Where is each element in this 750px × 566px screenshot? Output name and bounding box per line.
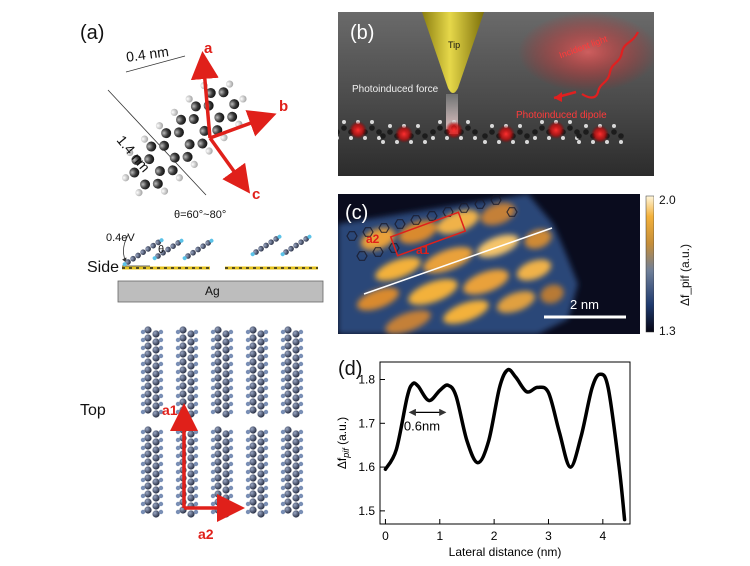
width-dimension-line <box>125 55 186 73</box>
panel-d-letter: (d) <box>338 358 363 380</box>
x-tick-label: 0 <box>382 529 389 543</box>
x-axis: 0 1 2 3 4 <box>382 519 606 543</box>
scale-bar-label: 2 nm <box>570 297 599 312</box>
axis-a-label: a <box>204 40 213 57</box>
theta-range-label: θ=60°~80° <box>174 209 227 221</box>
photoinduced-force-label: Photoinduced force <box>352 84 439 95</box>
lattice-a2-label: a2 <box>198 526 214 542</box>
y-tick-label: 1.6 <box>358 460 375 474</box>
x-tick-label: 2 <box>491 529 498 543</box>
theta-symbol: θ <box>158 244 165 256</box>
incident-light-wave <box>581 31 639 99</box>
y-axis: 1.5 1.6 1.7 1.8 <box>358 373 385 518</box>
colorbar-min-label: 1.3 <box>659 324 676 338</box>
panel-a-letter: (a) <box>80 22 105 44</box>
panel-d-line-chart: 1.5 1.6 1.7 1.8 0 1 2 3 4 0.6nm Lateral distanc… <box>335 361 631 559</box>
top-view-molecule-array <box>140 326 304 518</box>
side-view-molecules <box>122 234 318 270</box>
colorbar-title: Δf_pif (a.u.) <box>678 243 692 307</box>
x-tick-label: 3 <box>545 529 552 543</box>
panel-b-illustration <box>338 12 654 176</box>
x-tick-label: 4 <box>599 529 606 543</box>
x-axis-label: Lateral distance (nm) <box>449 545 562 559</box>
stm-topography-map <box>338 194 640 334</box>
spacing-annotation-label: 0.6nm <box>404 418 440 433</box>
y-axis-label: Δfpif (a.u.) <box>335 417 351 469</box>
molecule-3d-model <box>121 80 247 197</box>
panel-c-a1-label: a1 <box>416 243 430 257</box>
plot-frame <box>379 361 631 525</box>
line-profile-marker <box>363 227 553 295</box>
profile-curve <box>383 367 627 522</box>
unit-cell-outline <box>389 211 467 257</box>
panel-a-figure <box>107 51 324 522</box>
axis-b-arrow <box>209 110 277 140</box>
x-tick-label: 1 <box>436 529 443 543</box>
energy-label: 0.4eV <box>106 232 135 244</box>
photoinduced-dipole-label: Photoinduced dipole <box>516 110 607 121</box>
axis-a-arrow <box>190 51 219 139</box>
top-view-label: Top <box>80 402 106 419</box>
length-dimension-line <box>107 89 207 196</box>
colorbar <box>645 195 654 333</box>
axis-b-label: b <box>279 98 289 115</box>
panel-b-letter: (b) <box>350 22 375 44</box>
ag-substrate <box>117 280 324 303</box>
side-view-label: Side <box>87 259 120 276</box>
molecule-row <box>338 120 624 144</box>
lattice-a1-label: a1 <box>162 402 178 418</box>
substrate-label: Ag <box>205 284 220 298</box>
axis-c-arrow <box>208 136 251 194</box>
y-tick-label: 1.8 <box>358 373 375 387</box>
colorbar-max-label: 2.0 <box>659 193 676 207</box>
y-tick-label: 1.7 <box>358 416 375 430</box>
afm-tip <box>422 12 484 93</box>
panel-c-letter: (c) <box>345 202 369 224</box>
y-tick-label: 1.5 <box>358 504 375 518</box>
tip-label: Tip <box>448 40 461 50</box>
incident-light-glow <box>518 12 654 92</box>
panel-c-image <box>338 194 654 334</box>
panel-c-a2-label: a2 <box>366 232 380 246</box>
axis-c-label: c <box>252 186 261 203</box>
